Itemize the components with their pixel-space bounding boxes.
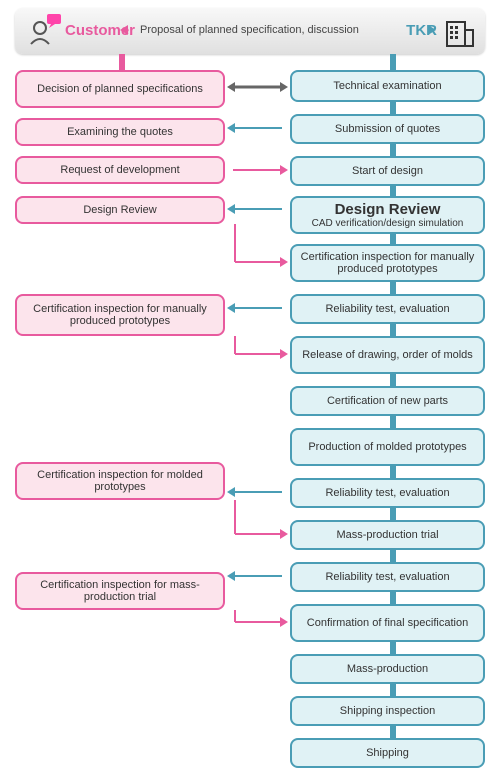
tkr-step: Shipping <box>290 738 485 768</box>
tkr-step: Production of molded prototypes <box>290 428 485 466</box>
customer-step: Certification inspection for manually pr… <box>15 294 225 336</box>
tkr-step: Submission of quotes <box>290 114 485 144</box>
tkr-step: Technical examination <box>290 70 485 102</box>
customer-step: Examining the quotes <box>15 118 225 146</box>
header-bar: Customer Proposal of planned specificati… <box>15 8 485 54</box>
customer-step: Design Review <box>15 196 225 224</box>
tkr-step: Start of design <box>290 156 485 186</box>
customer-label: Customer <box>65 22 135 39</box>
tkr-step: Release of drawing, order of molds <box>290 336 485 374</box>
tkr-step: Mass-production <box>290 654 485 684</box>
header-middle-text: Proposal of planned specification, discu… <box>140 24 359 36</box>
customer-connector <box>119 54 125 70</box>
tkr-step: Confirmation of final specification <box>290 604 485 642</box>
customer-step: Request of development <box>15 156 225 184</box>
tkr-step: Certification inspection for manually pr… <box>290 244 485 282</box>
customer-step: Certification inspection for mass-produc… <box>15 572 225 610</box>
building-icon <box>443 18 475 48</box>
flowchart: Customer Proposal of planned specificati… <box>0 0 500 784</box>
customer-icon <box>25 12 61 48</box>
tkr-step: Reliability test, evaluation <box>290 562 485 592</box>
tkr-step: Design ReviewCAD verification/design sim… <box>290 196 485 234</box>
customer-step: Certification inspection for molded prot… <box>15 462 225 500</box>
tkr-step: Shipping inspection <box>290 696 485 726</box>
tkr-step: Reliability test, evaluation <box>290 478 485 508</box>
tkr-step: Certification of new parts <box>290 386 485 416</box>
tkr-label: TKR <box>406 22 437 39</box>
tkr-step: Mass-production trial <box>290 520 485 550</box>
customer-step: Decision of planned specifications <box>15 70 225 108</box>
tkr-step: Reliability test, evaluation <box>290 294 485 324</box>
